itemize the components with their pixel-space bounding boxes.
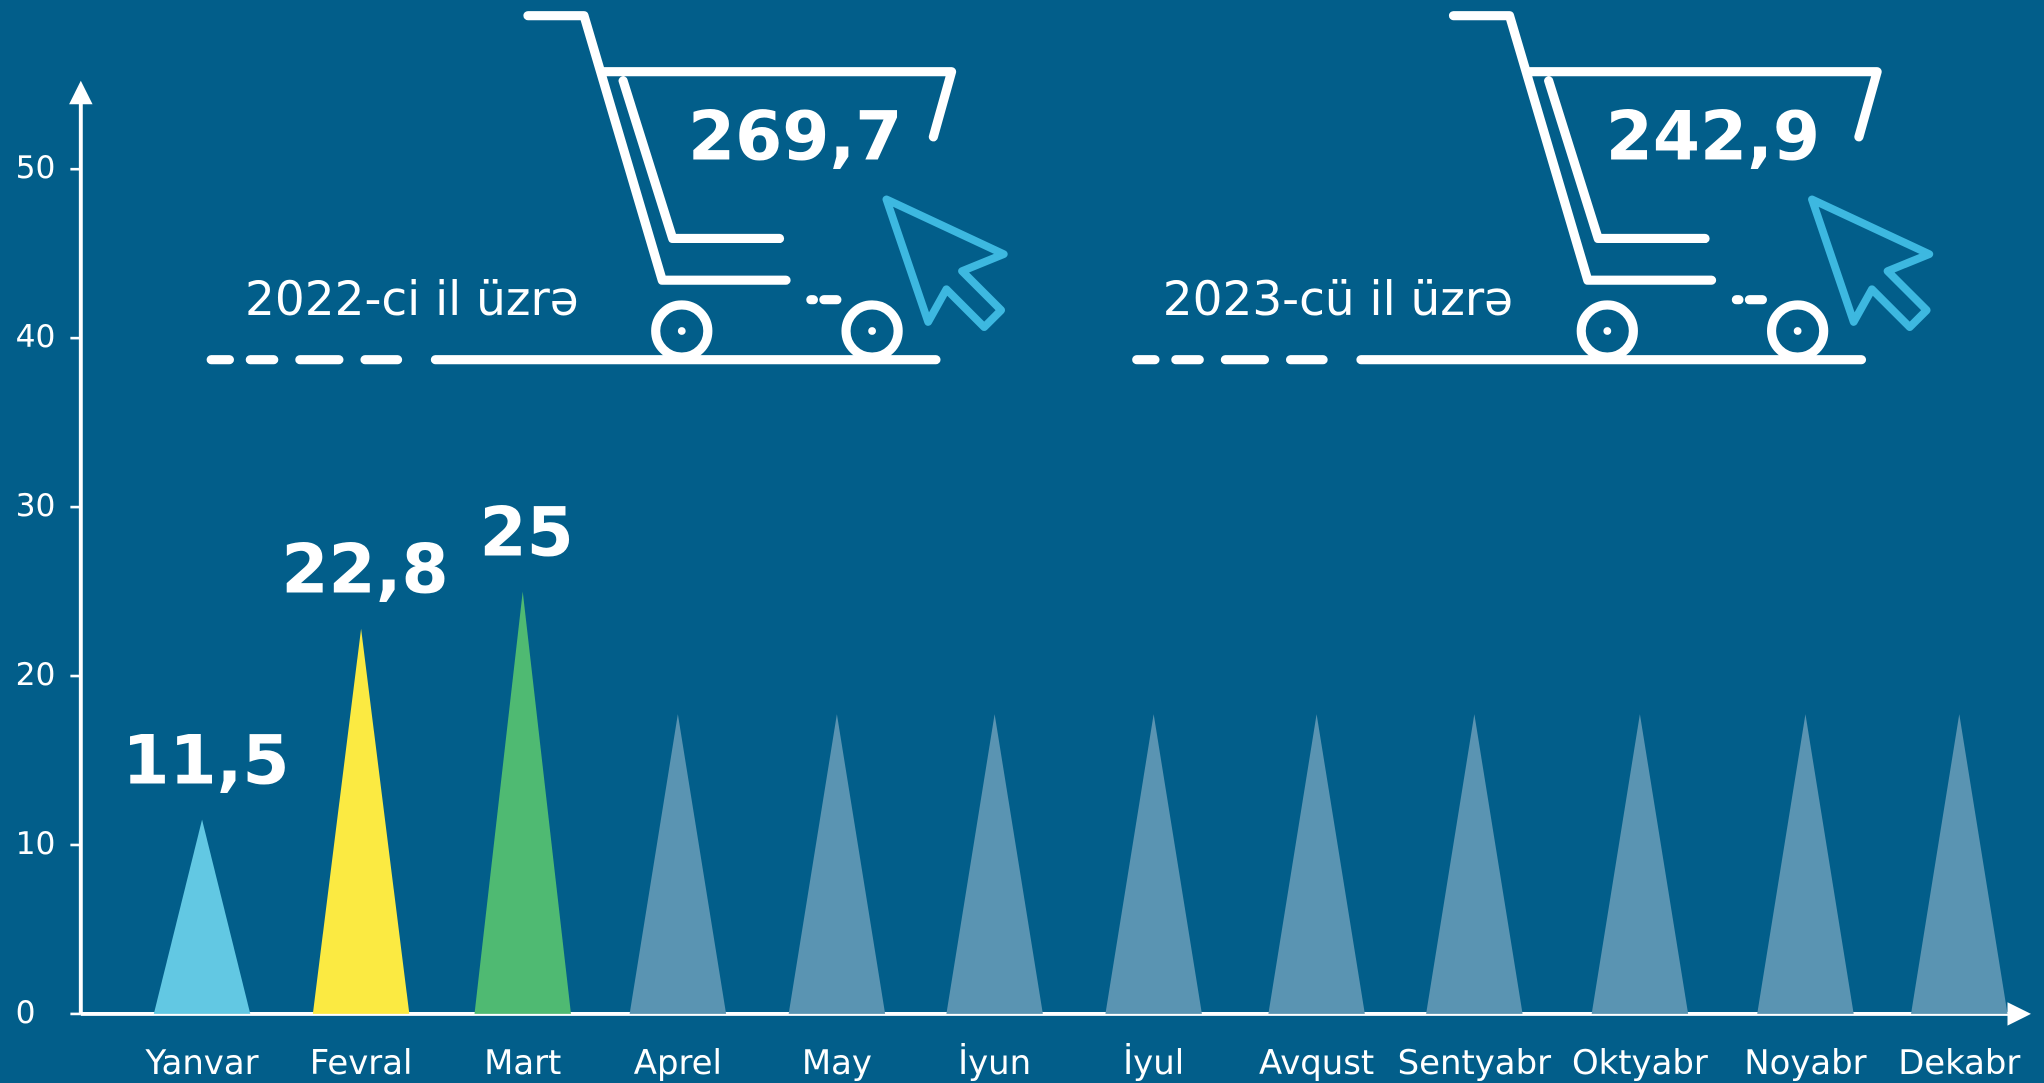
- placeholder-triangle: [1426, 714, 1523, 1014]
- x-tick-label: Mart: [484, 1043, 561, 1082]
- placeholder-triangle: [1591, 714, 1689, 1014]
- x-tick-label: Aprel: [634, 1043, 722, 1082]
- value-label: 25: [479, 492, 573, 571]
- y-tick-label: 20: [16, 657, 56, 693]
- placeholder-triangle: [946, 714, 1043, 1014]
- value-label: 11,5: [122, 720, 289, 799]
- bar: [312, 628, 410, 1014]
- y-tick-label: 30: [16, 488, 56, 524]
- annotation-text: 2023-cü il üzrə: [1163, 272, 1513, 327]
- y-tick-label: 40: [16, 319, 56, 355]
- x-tick-label: Fevral: [310, 1043, 413, 1082]
- x-tick-label: İyul: [1123, 1043, 1184, 1082]
- placeholder-triangle: [629, 714, 727, 1014]
- placeholder-triangle: [1268, 714, 1365, 1014]
- annotation-total: 269,7: [688, 96, 902, 175]
- annotation-text: 2022-ci il üzrə: [245, 272, 579, 327]
- placeholder-triangle: [1911, 714, 2008, 1014]
- placeholder-triangle: [1105, 714, 1202, 1014]
- x-tick-label: Avqust: [1259, 1043, 1374, 1082]
- placeholder-triangle: [788, 714, 886, 1014]
- cart-icon-2023: 2023-cü il üzrə 242,9: [1132, 11, 1934, 365]
- x-tick-label: Noyabr: [1744, 1043, 1866, 1082]
- x-tick-label: İyun: [958, 1043, 1031, 1082]
- y-tick-label: 0: [16, 995, 36, 1031]
- bar: [474, 591, 571, 1014]
- x-tick-label: May: [802, 1043, 872, 1082]
- x-tick-label: Dekabr: [1898, 1043, 2020, 1082]
- y-tick-label: 10: [16, 826, 56, 862]
- bar: [153, 819, 251, 1014]
- annotation-total: 242,9: [1606, 96, 1820, 175]
- cart-icon-2022: 2022-ci il üzrə 269,7: [206, 11, 1008, 365]
- x-tick-label: Oktyabr: [1572, 1043, 1708, 1082]
- value-label: 22,8: [281, 530, 448, 609]
- placeholder-triangle: [1757, 714, 1854, 1014]
- x-tick-label: Sentyabr: [1398, 1043, 1551, 1082]
- x-tick-label: Yanvar: [145, 1043, 259, 1082]
- y-tick-label: 50: [16, 150, 56, 186]
